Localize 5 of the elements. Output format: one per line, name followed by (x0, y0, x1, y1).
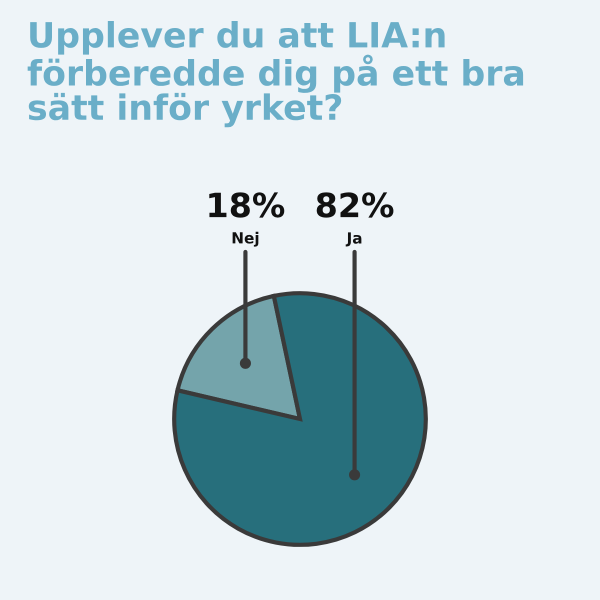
slice-label: Nej (232, 232, 258, 247)
slice-label: Ja (346, 232, 362, 247)
data-label: 82% (316, 192, 394, 218)
data-label: 18% (209, 192, 284, 218)
chart-title: Upplever du att LIA:n förberedde dig på ett bra sätt inför yrket? (28, 21, 524, 128)
